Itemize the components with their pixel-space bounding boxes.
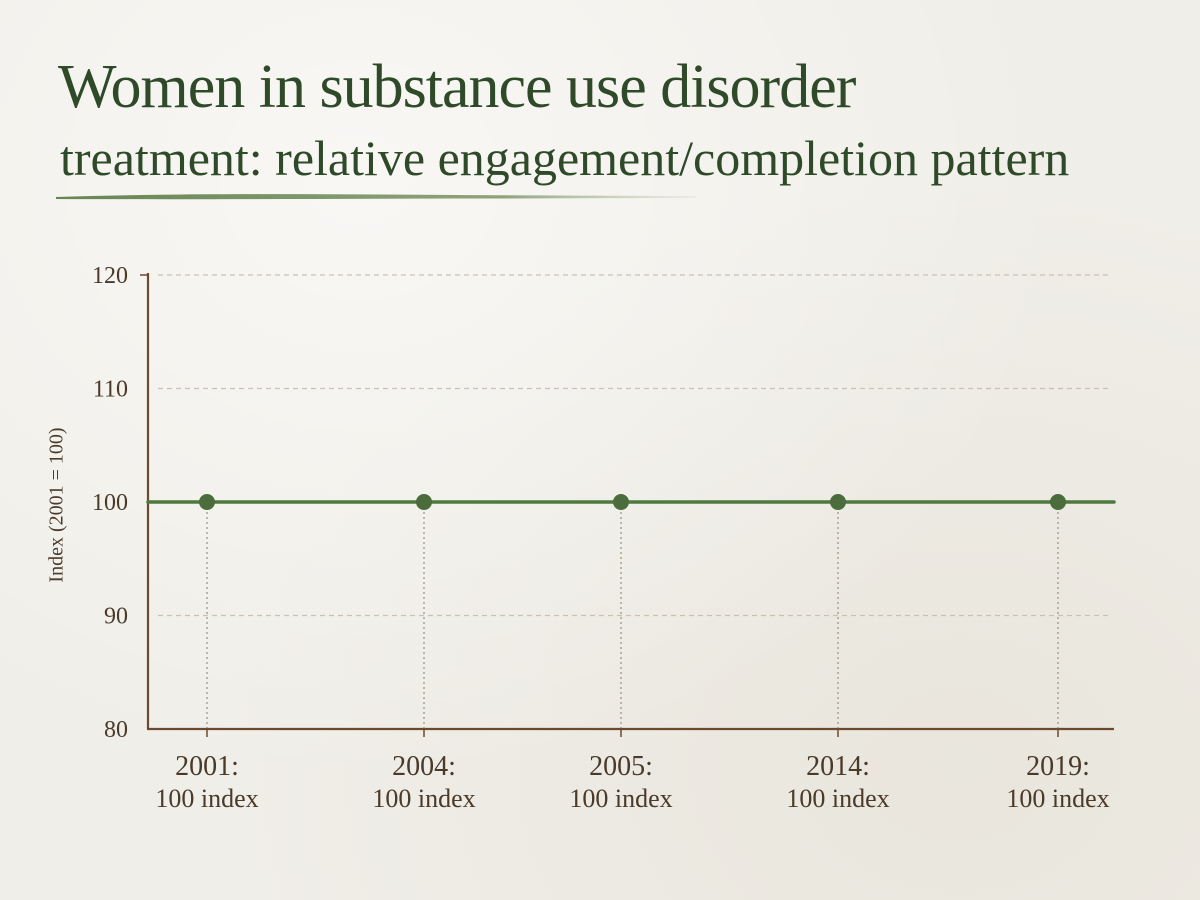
data-label: 100 index [372,784,475,813]
data-label: 100 index [569,784,672,813]
x-tick-label: 2001: [175,751,239,782]
y-tick-label: 110 [93,377,128,403]
x-tick-label: 2005: [589,751,653,782]
data-point-2005 [613,494,629,510]
y-tick-label: 80 [104,717,128,743]
chart-title: Women in substance use disorder [58,53,856,121]
data-point-2001 [199,494,215,510]
data-point-2014 [830,494,846,510]
data-label: 100 index [786,784,889,813]
x-tick-label: 2014: [806,751,870,782]
data-label: 100 index [1006,784,1109,813]
series [146,494,1116,510]
x-tick-label: 2019: [1026,751,1090,782]
y-tick-label: 100 [92,490,128,516]
data-label: 100 index [155,784,258,813]
y-tick-label: 90 [104,604,128,630]
x-tick-label: 2004: [392,751,456,782]
y-tick-label: 120 [92,263,128,289]
data-point-2019 [1050,494,1066,510]
title-underline-brushstroke [56,194,696,200]
chart-title-line-2: treatment: relative engagement/completio… [60,130,1070,186]
data-point-2004 [416,494,432,510]
gridlines [158,274,1108,617]
point-guides [206,502,1059,729]
